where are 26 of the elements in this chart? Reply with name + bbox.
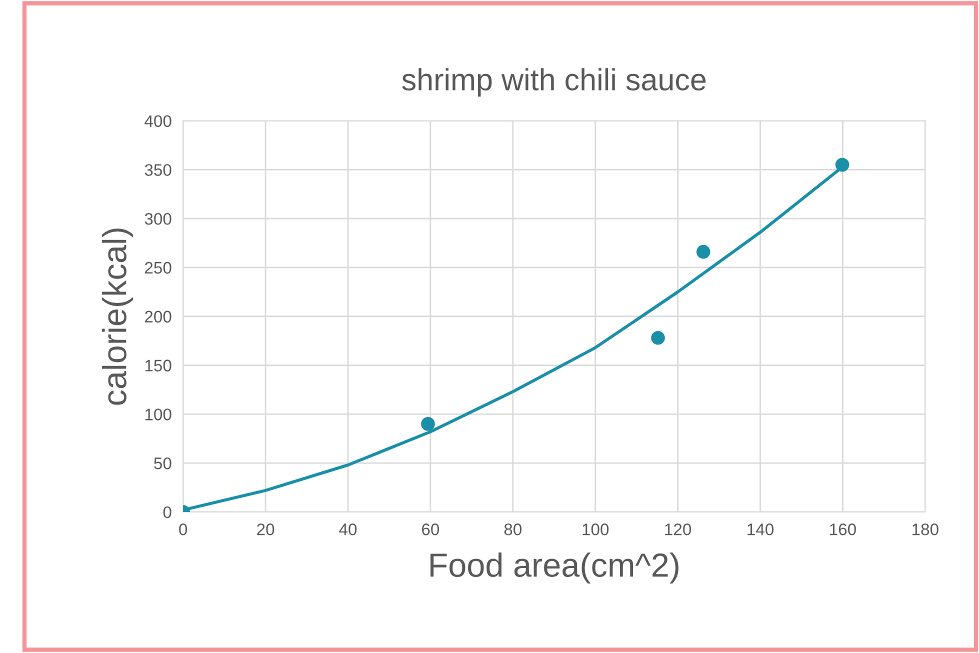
x-tick-label: 140 bbox=[748, 524, 774, 536]
x-tick-label: 180 bbox=[912, 524, 938, 536]
y-tick-label: 100 bbox=[145, 408, 172, 420]
point bbox=[651, 330, 665, 345]
y-axis-title: calorie(kcal) bbox=[102, 228, 134, 405]
x-tick-label: 0 bbox=[179, 524, 188, 536]
point bbox=[421, 417, 435, 431]
x-tick-label: 160 bbox=[830, 524, 856, 536]
point bbox=[835, 158, 850, 172]
chart-title: shrimp with chili sauce bbox=[402, 68, 706, 97]
x-tick-label: 40 bbox=[339, 524, 357, 536]
x-tick-label: 80 bbox=[504, 524, 522, 536]
y-tick-label: 150 bbox=[145, 360, 172, 372]
y-tick-label: 350 bbox=[144, 164, 172, 176]
y-tick-label: 300 bbox=[144, 212, 172, 225]
y-tick-label: 400 bbox=[144, 115, 172, 128]
x-tick-label: 120 bbox=[665, 524, 692, 536]
x-axis-title: Food area(cm^2) bbox=[430, 552, 678, 584]
y-tick-label: 50 bbox=[154, 457, 172, 470]
x-tick-label: 100 bbox=[582, 524, 609, 536]
y-tick-label: 0 bbox=[163, 506, 172, 518]
x-tick-label: 20 bbox=[257, 524, 274, 536]
y-tick-label: 200 bbox=[144, 310, 172, 323]
y-tick-label: 250 bbox=[144, 262, 172, 274]
x-tick-label: 60 bbox=[422, 524, 440, 536]
point bbox=[696, 244, 710, 259]
